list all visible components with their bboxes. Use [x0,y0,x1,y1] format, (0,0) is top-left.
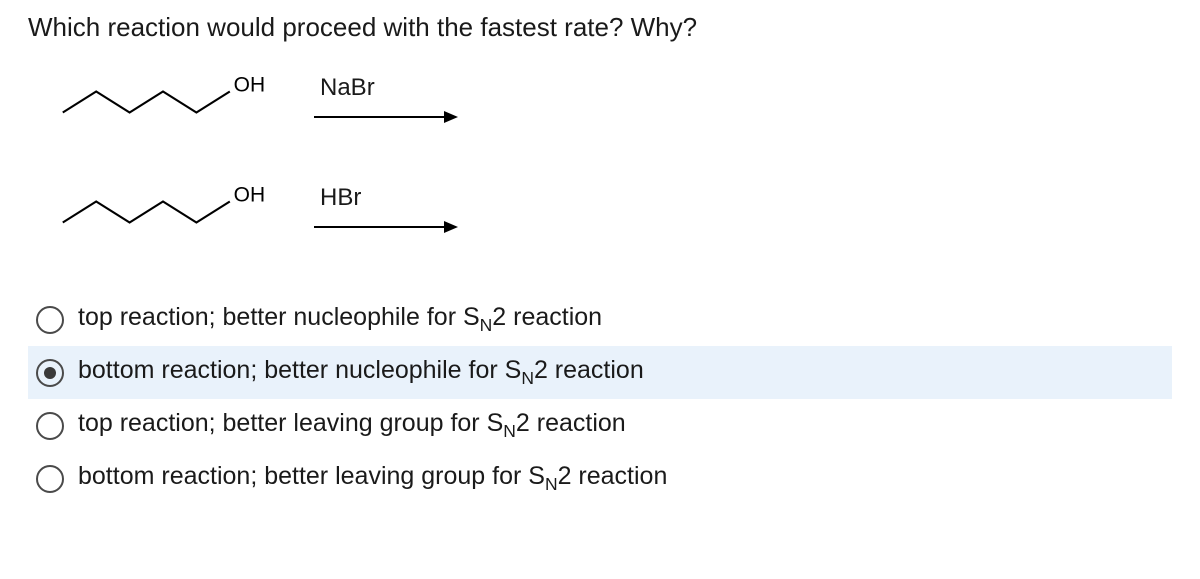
option-3[interactable]: top reaction; better leaving group for S… [28,399,1172,452]
molecule-1: OH [58,71,268,135]
molecule-2: OH [58,181,268,245]
option-2-label: bottom reaction; better nucleophile for … [78,356,644,389]
svg-text:OH: OH [234,74,266,97]
option-4-label: bottom reaction; better leaving group fo… [78,462,667,495]
radio-icon [36,306,64,334]
radio-icon [36,412,64,440]
radio-icon [36,465,64,493]
arrow-2 [314,210,464,244]
reaction-diagram-area: OH NaBr OH HBr [28,71,1172,245]
reagent-1-label: NaBr [320,74,375,102]
option-1-label: top reaction; better nucleophile for SN2… [78,303,602,336]
option-3-label: top reaction; better leaving group for S… [78,409,626,442]
reagent-2: HBr [314,188,454,238]
option-1[interactable]: top reaction; better nucleophile for SN2… [28,293,1172,346]
radio-icon [36,359,64,387]
option-2[interactable]: bottom reaction; better nucleophile for … [28,346,1172,399]
svg-text:OH: OH [234,184,266,207]
reagent-2-label: HBr [320,184,361,212]
reagent-1: NaBr [314,78,454,128]
reaction-row-1: OH NaBr [58,71,1172,135]
options-list: top reaction; better nucleophile for SN2… [28,293,1172,505]
option-4[interactable]: bottom reaction; better leaving group fo… [28,452,1172,505]
arrow-1 [314,100,464,134]
reaction-row-2: OH HBr [58,181,1172,245]
question-text: Which reaction would proceed with the fa… [28,12,1172,43]
